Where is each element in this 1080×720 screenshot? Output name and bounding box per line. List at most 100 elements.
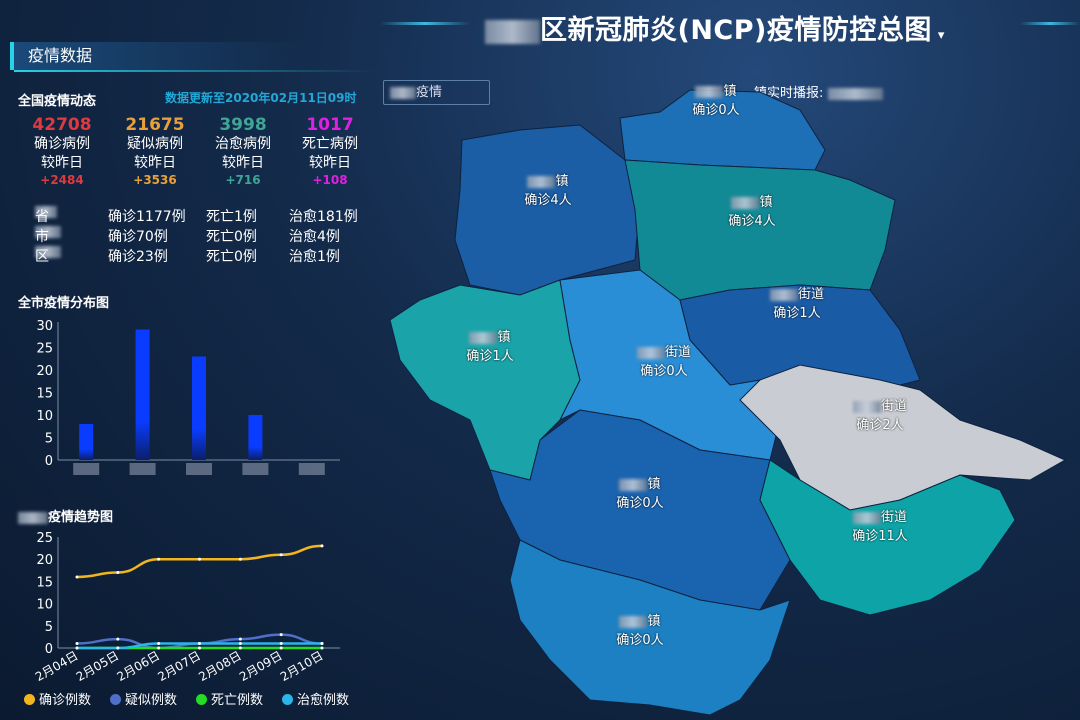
data-point (116, 637, 120, 641)
region-dropdown[interactable]: 疫情 (383, 80, 490, 105)
stat-value: 42708 (32, 115, 92, 135)
series-line (76, 544, 323, 579)
legend-item[interactable]: 治愈例数 (282, 689, 349, 708)
map-region-label[interactable]: 镇确诊4人 (728, 195, 776, 229)
map-region-label[interactable]: 街道 确诊1人 (747, 285, 847, 323)
y-tick-label: 5 (45, 432, 53, 447)
line-chart-title: 疫情趋势图 (18, 506, 113, 525)
stat-delta: +3536 (133, 173, 177, 187)
blurred-category-label (242, 463, 269, 475)
legend-dot-icon (110, 694, 121, 705)
y-tick-label: 25 (36, 342, 53, 357)
region-cured: 治愈181例 (289, 209, 358, 225)
bar (135, 329, 150, 460)
map-region (509, 539, 791, 716)
legend-item[interactable]: 死亡例数 (196, 689, 263, 708)
stat-card: 3998 治愈病例 较昨日 +716 (198, 115, 288, 188)
data-point (320, 642, 324, 646)
legend-dot-icon (24, 694, 35, 705)
data-point (198, 642, 201, 646)
x-tick-label: 2月08日 (196, 648, 244, 684)
bar-chart: 0 5 10 15 20 25 30 (36, 319, 340, 475)
map-region-label[interactable]: 镇确诊4人 (524, 174, 572, 208)
y-tick-label: 10 (36, 409, 53, 424)
legend-item[interactable]: 疑似例数 (110, 689, 177, 708)
legend-label: 死亡例数 (211, 693, 264, 708)
stat-value: 1017 (306, 115, 354, 135)
region-confirmed: 确诊23例 (108, 249, 168, 265)
compare-label: 较昨日 (134, 155, 176, 171)
x-tick-label: 2月09日 (237, 648, 285, 684)
bar-chart-title: 全市疫情分布图 (18, 296, 110, 311)
bar (192, 356, 206, 460)
legend-dot-icon (196, 694, 207, 705)
map-region-label[interactable]: 镇确诊1人 (466, 330, 514, 364)
legend-label: 治愈例数 (297, 693, 350, 708)
region-cured: 治愈4例 (289, 229, 340, 245)
y-tick-label: 25 (36, 531, 53, 546)
data-point (320, 544, 324, 548)
map-region-label[interactable]: 镇确诊0人 (616, 477, 664, 511)
header-decoration (1020, 22, 1080, 25)
bar (79, 424, 94, 460)
legend-item[interactable]: 确诊例数 (24, 689, 91, 708)
map-region-label[interactable]: 镇确诊0人 (692, 84, 740, 118)
data-point (157, 646, 161, 650)
map-region-label[interactable]: 街道 确诊2人 (830, 397, 930, 435)
stat-delta: +2484 (40, 173, 84, 187)
national-title: 全国疫情动态 (18, 94, 97, 109)
region-row: 市 确诊70例 死亡0例 治愈4例 (30, 226, 360, 246)
map-region-label[interactable]: 镇确诊0人 (616, 614, 664, 648)
map-region-label[interactable]: 街道 确诊11人 (852, 510, 908, 544)
data-point (279, 633, 283, 637)
legend-dot-icon (282, 694, 293, 705)
stat-delta: +716 (225, 173, 261, 187)
page-title[interactable]: 区新冠肺炎(NCP)疫情防控总图 ▾ (485, 8, 945, 47)
stat-label: 死亡病例 (302, 136, 358, 152)
stat-card: 1017 死亡病例 较昨日 +108 (285, 115, 375, 188)
data-point (238, 557, 242, 561)
y-tick-label: 20 (36, 364, 53, 379)
stat-delta: +108 (312, 173, 348, 187)
x-tick-label: 2月04日 (33, 648, 81, 684)
region-cured: 治愈1例 (289, 249, 340, 265)
stat-label: 疑似病例 (127, 136, 183, 152)
region-row: 省 确诊1177例 死亡1例 治愈181例 (30, 206, 360, 226)
header-decoration (380, 22, 470, 25)
data-point (320, 646, 324, 650)
data-point (116, 571, 120, 575)
line-chart: 0 5 10 15 20 25 2月04日2月05日2月06日2月07日2月08日2月09日… (33, 531, 340, 684)
legend-label: 疑似例数 (125, 693, 178, 708)
compare-label: 较昨日 (222, 155, 264, 171)
y-tick-label: 10 (36, 598, 53, 613)
blurred-category-label (298, 463, 325, 475)
stat-value: 21675 (125, 115, 185, 135)
bar (248, 415, 263, 460)
stat-label: 治愈病例 (215, 136, 271, 152)
y-tick-label: 15 (36, 387, 53, 402)
legend-label: 确诊例数 (39, 693, 92, 708)
stat-value: 3998 (219, 115, 267, 135)
stat-label: 确诊病例 (34, 136, 90, 152)
x-tick-label: 2月05日 (74, 648, 122, 684)
y-tick-label: 5 (45, 620, 53, 635)
map-region (454, 124, 641, 296)
data-point (279, 642, 283, 646)
region-deaths: 死亡0例 (206, 229, 257, 245)
y-tick-label: 0 (45, 642, 53, 657)
dropdown-arrow-icon[interactable]: ▾ (937, 28, 945, 43)
data-point (75, 575, 79, 579)
x-tick-label: 2月06日 (115, 648, 163, 684)
data-point (198, 646, 201, 650)
blurred-category-label (73, 463, 100, 475)
data-point (157, 557, 161, 561)
blurred-name (485, 19, 540, 44)
y-tick-label: 20 (36, 553, 53, 568)
data-point (279, 553, 283, 557)
map-region-label[interactable]: 街道 确诊0人 (614, 343, 714, 381)
stat-card: 42708 确诊病例 较昨日 +2484 (17, 115, 107, 188)
update-time: 数据更新至2020年02月11日09时 (165, 91, 357, 105)
blurred-category-label (186, 463, 212, 475)
district-map (389, 89, 1067, 716)
data-point (238, 642, 242, 646)
